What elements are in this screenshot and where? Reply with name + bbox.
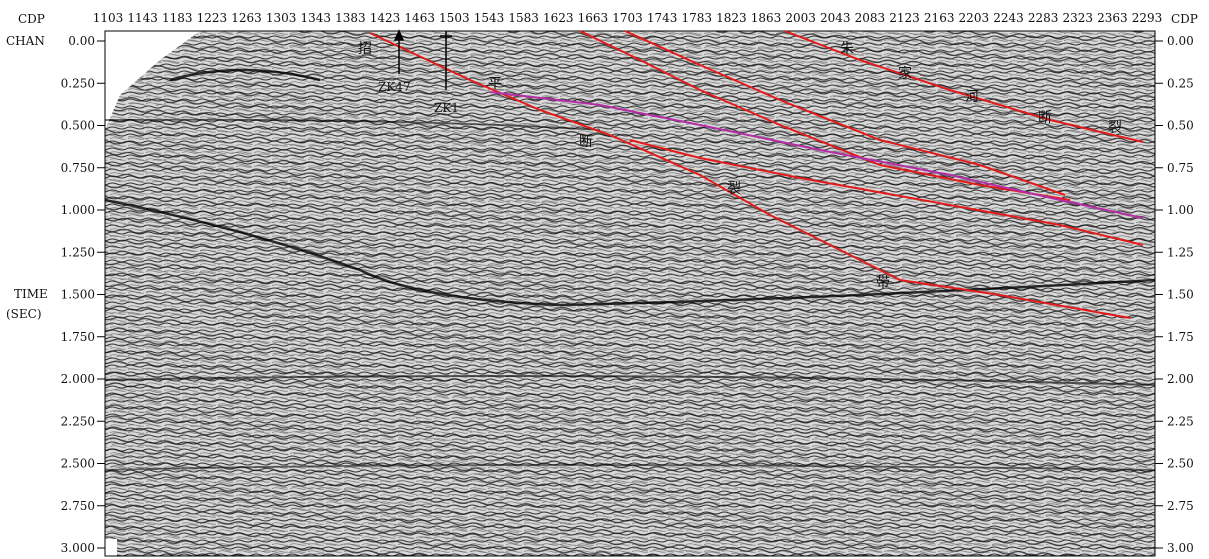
plot-frame [104,30,1156,557]
cdp-tick-label: 1743 [647,11,678,25]
cdp-tick-label: 2003 [785,11,816,25]
fault-char-4: 裂 [727,181,741,197]
cdp-tick-label: 1623 [543,11,574,25]
time-tick-label-left: 1.750 [61,330,95,344]
fault-zhaoping-main [369,32,1131,319]
fault-char-8: 河 [965,89,979,105]
cdp-tick-label: 1863 [751,11,782,25]
time-tick-label-right: 2.00 [1167,372,1194,386]
time-axis-right: 0.00 0.25 0.50 0.75 1.00 1.25 1.50 1.75 2.00 2.25… [1155,34,1194,555]
time-tick-label-right: 0.00 [1167,34,1194,48]
cdp-tick-label: 2363 [1097,11,1128,25]
time-tick-label-left: 2.500 [61,457,95,471]
time-tick-label-right: 0.25 [1167,76,1194,90]
time-tick-label-right: 2.25 [1167,414,1194,428]
fault-char-7: 家 [898,65,912,82]
time-tick-label-left: 1.000 [61,203,95,217]
cdp-tick-label: 1463 [404,11,435,25]
fault-branch-1 [629,139,1144,246]
well-label-zk1: ZK1 [434,101,459,115]
cdp-tick-label: 2283 [1028,11,1059,25]
fault-char-6: 朱 [840,41,854,57]
cdp-tick-label: 2323 [1062,11,1093,25]
seismic-image [105,31,1155,556]
time-tick-label-left: 0.250 [61,76,95,90]
cdp-tick-label: 1423 [370,11,401,25]
well-label-zk47: ZK47 [378,80,411,94]
cdp-tick-label: 1103 [93,11,124,25]
time-tick-label-right: 3.00 [1167,541,1194,555]
cdp-tick-label: 2243 [993,11,1024,25]
cdp-tick-label: 1303 [266,11,297,25]
time-tick-label-right: 2.75 [1167,499,1194,513]
cdp-tick-label: 1783 [681,11,712,25]
cdp-tick-label: 1543 [474,11,505,25]
time-tick-label-left: 0.00 [68,34,95,48]
time-tick-label-right: 2.50 [1167,457,1194,471]
fault-char-9: 断 [1038,110,1052,126]
cdp-tick-label: 1343 [301,11,332,25]
cdp-axis: 1103 1143 1183 1223 1263 1303 1343 1383 1423 1463… [93,11,1163,25]
cdp-tick-label: 1383 [335,11,366,25]
cdp-tick-label: 1263 [231,11,262,25]
cdp-tick-label: 1143 [127,11,158,25]
time-tick-label-right: 1.00 [1167,203,1194,217]
time-tick-label-left: 2.250 [61,414,95,428]
fault-char-1: 招 [358,41,372,57]
cdp-tick-label: 2123 [889,11,920,25]
fault-char-5: 带 [876,275,890,291]
cdp-tick-label: 1823 [716,11,747,25]
chan-label: CHAN [6,34,45,48]
time-tick-label-left: 0.500 [61,119,95,133]
time-axis-left: 0.00 0.250 0.500 0.750 1.000 1.250 1.500 1.750 2… [61,34,105,555]
cdp-tick-label: 2043 [820,11,851,25]
fault-branch-3 [624,30,1066,196]
time-tick-label-left: 2.000 [61,372,95,386]
time-tick-label-right: 1.50 [1167,288,1194,302]
time-tick-label-right: 0.75 [1167,161,1194,175]
fault-char-2: 平 [488,76,502,92]
horizon-line [489,91,1144,219]
cdp-tick-label: 1583 [508,11,539,25]
time-tick-label-left: 3.000 [61,541,95,555]
fault-annotations: 招 平 断 裂 带 朱 家 河 断 裂 [358,41,1122,291]
fault-char-10: 裂 [1108,120,1122,136]
cdp-label-left: CDP [18,12,45,26]
cdp-tick-label: 2163 [924,11,955,25]
time-tick-label-right: 0.50 [1167,119,1194,133]
fault-char-3: 断 [579,134,593,150]
time-tick-label-left: 2.750 [61,499,95,513]
fault-zhujiahe [784,30,1144,143]
cdp-tick-label: 2083 [855,11,886,25]
cdp-tick-label: 1663 [578,11,609,25]
cdp-tick-label: 1223 [197,11,228,25]
cdp-label-right: CDP [1171,12,1198,26]
sec-label: (SEC) [6,307,42,321]
time-tick-label-left: 0.750 [61,161,95,175]
time-label: TIME [14,287,48,301]
cdp-tick-label: 1703 [612,11,643,25]
cdp-tick-label: 1183 [162,11,193,25]
cdp-tick-label: 2203 [959,11,990,25]
time-tick-label-left: 1.250 [61,245,95,259]
time-tick-label-right: 1.75 [1167,330,1194,344]
cdp-tick-label: 2293 [1132,11,1163,25]
fault-lines [369,30,1144,319]
well-markers [393,29,452,90]
time-tick-label-right: 1.25 [1167,245,1194,259]
fault-branch-2 [579,30,1071,201]
cdp-tick-label: 1503 [439,11,470,25]
time-tick-label-left: 1.500 [61,288,95,302]
